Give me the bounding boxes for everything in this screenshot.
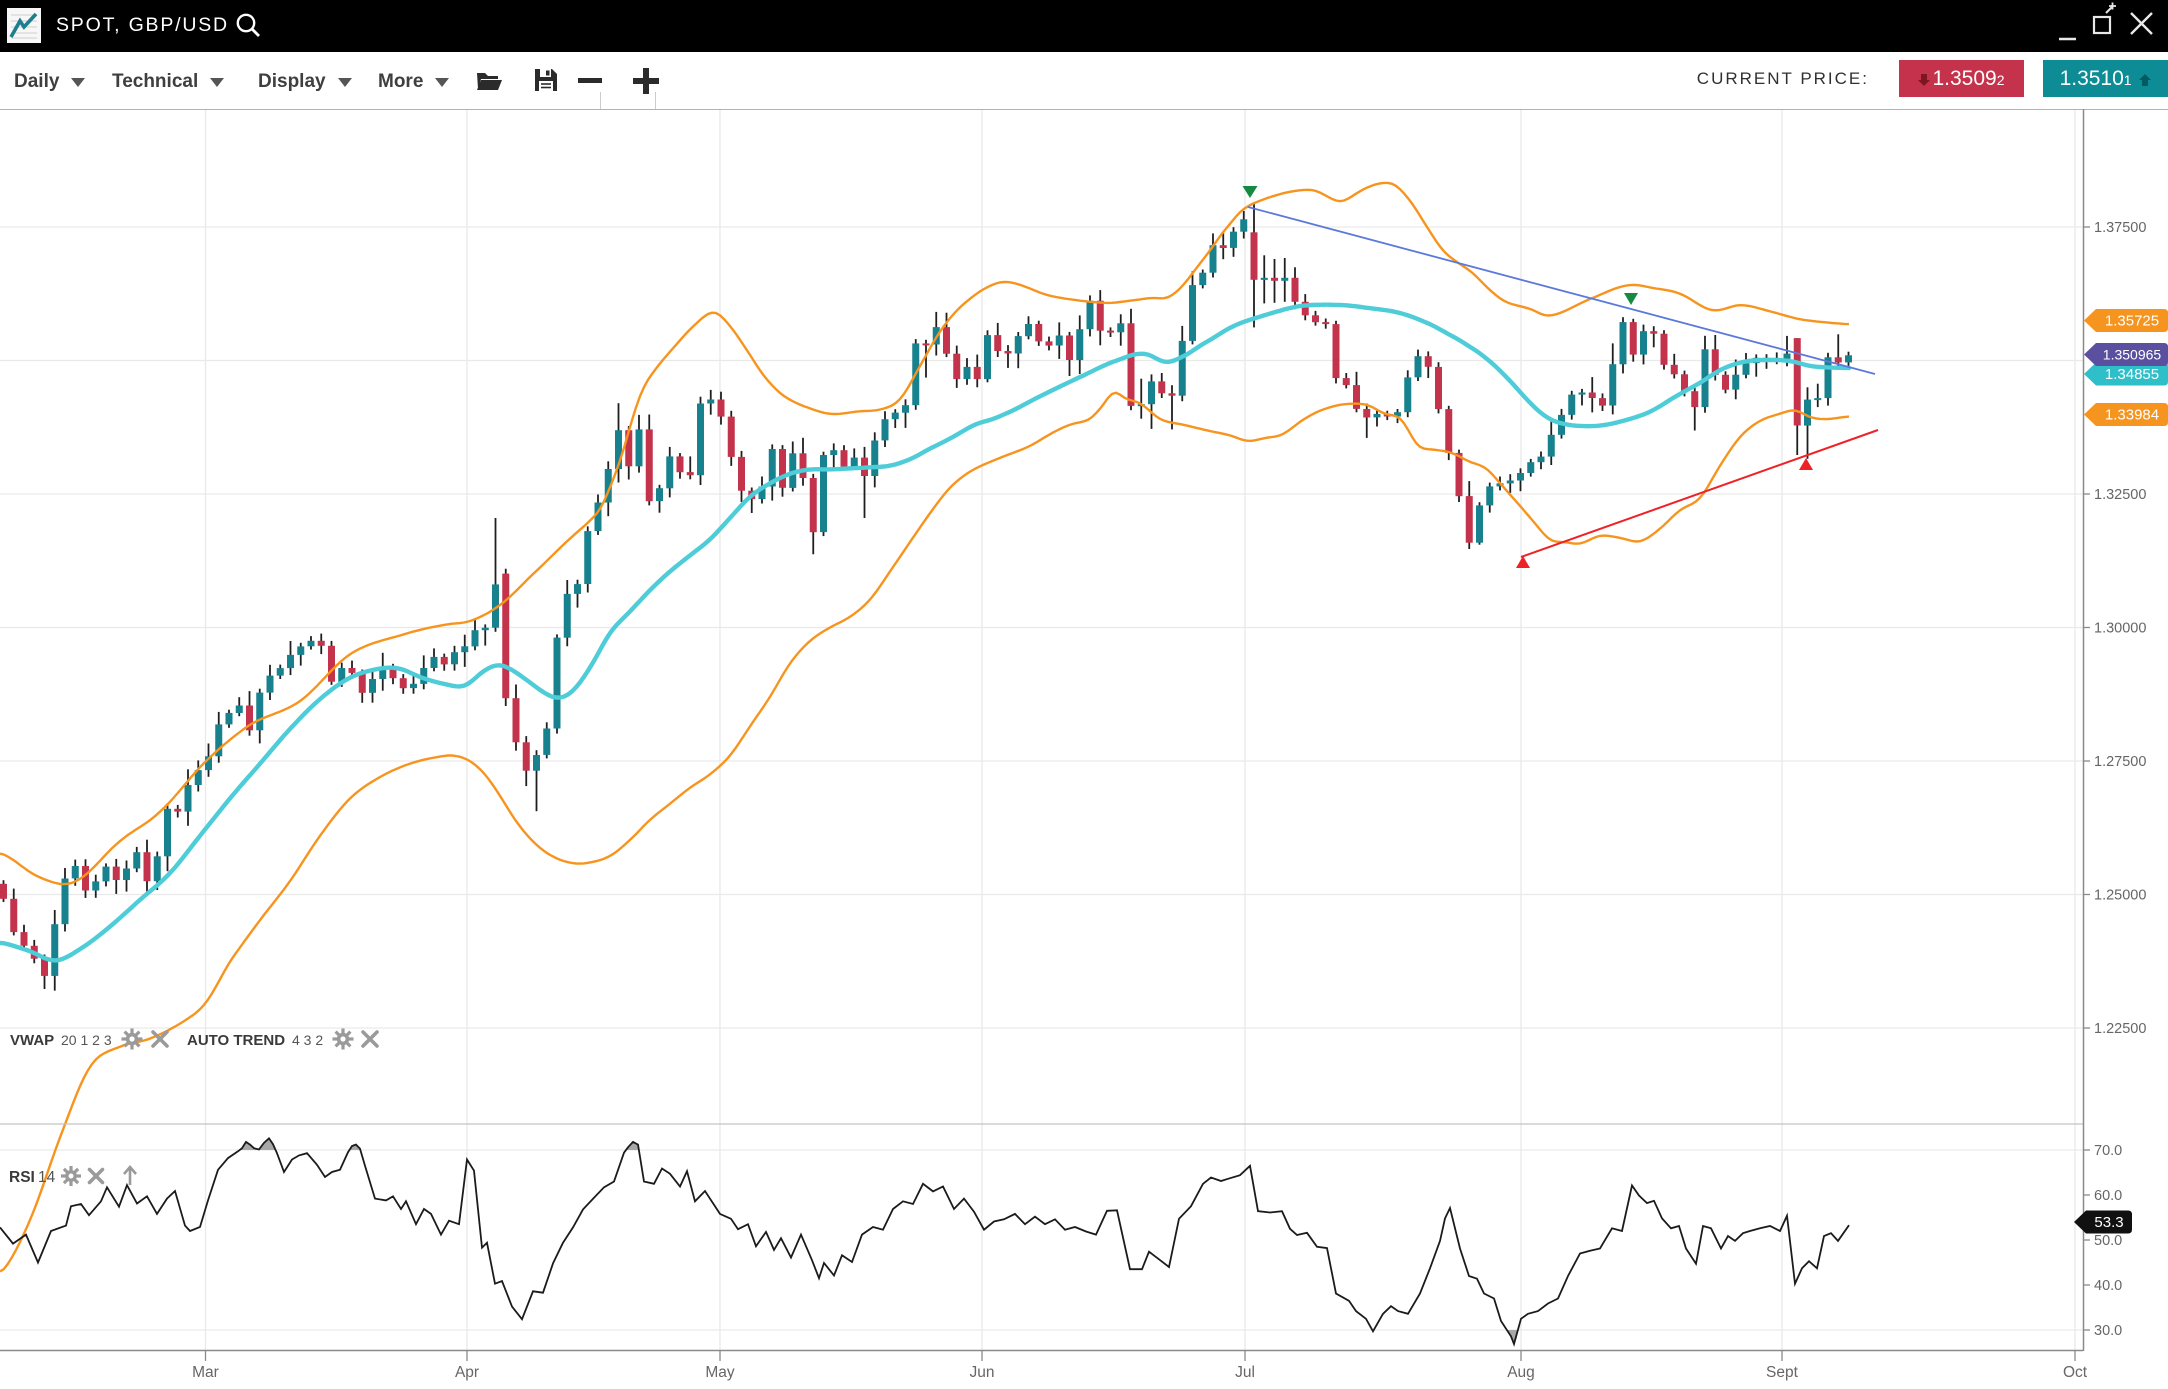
svg-text:1.350965: 1.350965 xyxy=(2103,347,2162,363)
svg-text:1.32500: 1.32500 xyxy=(2094,487,2146,503)
svg-text:VWAP: VWAP xyxy=(10,1032,54,1049)
svg-text:53.3: 53.3 xyxy=(2094,1214,2123,1231)
svg-text:1.35725: 1.35725 xyxy=(2105,313,2159,330)
svg-text:70.0: 70.0 xyxy=(2094,1143,2122,1159)
svg-text:May: May xyxy=(705,1364,735,1381)
svg-text:Apr: Apr xyxy=(455,1364,479,1381)
svg-text:1.33984: 1.33984 xyxy=(2105,407,2159,424)
svg-text:Oct: Oct xyxy=(2063,1364,2088,1381)
svg-text:30.0: 30.0 xyxy=(2094,1323,2122,1339)
svg-text:RSI: RSI xyxy=(9,1169,35,1186)
svg-text:AUTO TREND: AUTO TREND xyxy=(187,1032,285,1049)
svg-text:4 3 2: 4 3 2 xyxy=(292,1032,323,1048)
svg-text:1.25000: 1.25000 xyxy=(2094,888,2146,904)
svg-text:Mar: Mar xyxy=(192,1364,219,1381)
svg-text:60.0: 60.0 xyxy=(2094,1188,2122,1204)
svg-text:1.22500: 1.22500 xyxy=(2094,1021,2146,1037)
svg-text:Jul: Jul xyxy=(1235,1364,1255,1381)
svg-text:1.37500: 1.37500 xyxy=(2094,220,2146,236)
svg-text:Jun: Jun xyxy=(970,1364,995,1381)
svg-text:50.0: 50.0 xyxy=(2094,1233,2122,1249)
svg-text:Aug: Aug xyxy=(1507,1364,1535,1381)
svg-text:1.34855: 1.34855 xyxy=(2105,366,2159,383)
svg-text:20 1 2 3: 20 1 2 3 xyxy=(61,1032,112,1048)
svg-text:40.0: 40.0 xyxy=(2094,1278,2122,1294)
svg-text:1.27500: 1.27500 xyxy=(2094,754,2146,770)
svg-text:1.30000: 1.30000 xyxy=(2094,621,2146,637)
svg-text:Sept: Sept xyxy=(1766,1364,1799,1381)
svg-text:14: 14 xyxy=(38,1169,56,1186)
